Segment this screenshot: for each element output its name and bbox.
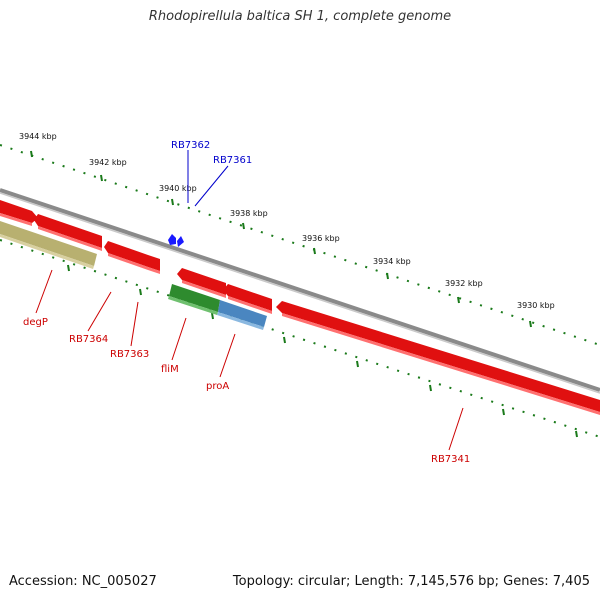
scale-label: 3936 kbp (302, 234, 340, 243)
genome-backbone (0, 188, 600, 394)
gene-arrow-RB7361[interactable] (177, 236, 184, 247)
gene-arrow[interactable] (223, 284, 272, 311)
scale-label: 3942 kbp (89, 158, 127, 167)
leader-proA (219, 333, 236, 378)
major-tick (429, 384, 432, 392)
leader-fliM (171, 317, 187, 361)
forward-genes (168, 234, 184, 247)
major-tick (242, 222, 245, 230)
major-tick (100, 174, 103, 182)
inner-tick-ring (0, 239, 600, 438)
major-tick (283, 336, 286, 344)
gene-arrow-proA[interactable] (218, 300, 267, 327)
scale-label: 3934 kbp (373, 257, 411, 266)
leader-RB7341 (448, 407, 464, 451)
gene-arrow[interactable] (148, 255, 160, 271)
major-tick (575, 430, 578, 438)
outer-tick-ring (0, 144, 600, 346)
leader-RB7361 (194, 165, 229, 207)
gene-label-RB7364[interactable]: RB7364 (69, 334, 108, 345)
gene-arrow-RB7341[interactable] (276, 301, 600, 412)
leader-degP (35, 269, 53, 314)
gene-arrow-RB7364[interactable] (34, 214, 102, 248)
major-tick (171, 198, 174, 206)
label-leaders (35, 150, 464, 451)
genome-summary-text: Topology: circular; Length: 7,145,576 bp… (232, 574, 590, 589)
major-tick (139, 288, 142, 296)
gene-arrow-degP[interactable] (0, 221, 97, 266)
gene-arrow-RB7363[interactable] (104, 241, 148, 267)
major-tick (386, 272, 389, 280)
gene-label-RB7341[interactable]: RB7341 (431, 454, 470, 465)
map-title: Rhodopirellula baltica SH 1, complete ge… (148, 9, 452, 24)
gene-label-fliM[interactable]: fliM (161, 364, 179, 375)
gene-labels: RB7362 RB7361 degP RB7364 RB7363 fliM pr… (23, 140, 470, 465)
reverse-genes (0, 200, 600, 415)
gene-label-RB7363[interactable]: RB7363 (110, 349, 149, 360)
gene-arrow-fliM[interactable] (169, 284, 220, 312)
major-tick (457, 296, 460, 304)
gene-arrow[interactable] (0, 200, 38, 223)
major-tick (211, 312, 214, 320)
scale-label: 3932 kbp (445, 279, 483, 288)
major-tick (502, 408, 505, 416)
major-tick (30, 150, 33, 158)
gene-label-degP[interactable]: degP (23, 317, 48, 328)
reverse-genes-inner (0, 221, 267, 330)
scale-label: 3930 kbp (517, 301, 555, 310)
major-tick (529, 320, 532, 328)
major-tick (356, 360, 359, 368)
gene-label-proA[interactable]: proA (206, 381, 229, 392)
scale-label: 3940 kbp (159, 184, 197, 193)
scale-label: 3938 kbp (230, 209, 268, 218)
major-tick (313, 247, 316, 255)
gene-label-RB7362[interactable]: RB7362 (171, 140, 210, 151)
gene-arrow-RB7362[interactable] (168, 234, 176, 245)
scale-label: 3944 kbp (19, 132, 57, 141)
major-tick (67, 264, 70, 272)
scale-labels: 3944 kbp 3942 kbp 3940 kbp 3938 kbp 3936… (19, 132, 555, 310)
accession-text: Accession: NC_005027 (9, 574, 157, 589)
gene-label-RB7361[interactable]: RB7361 (213, 155, 252, 166)
leader-RB7363 (130, 301, 139, 347)
leader-RB7364 (87, 291, 112, 332)
gene-arrow[interactable] (177, 268, 226, 295)
